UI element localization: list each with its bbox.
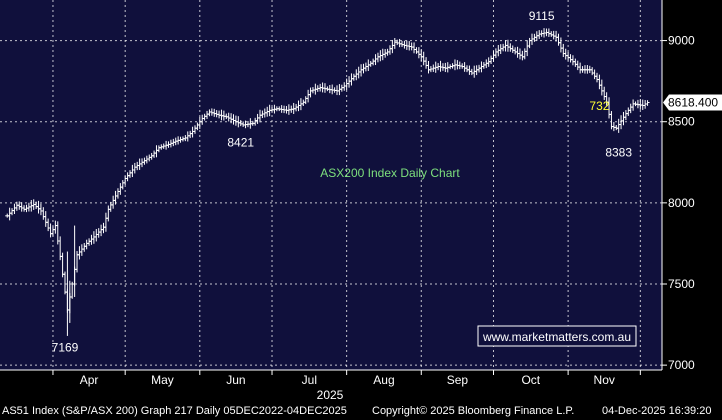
footer-copyright: Copyright© 2025 Bloomberg Finance L.P.: [372, 405, 575, 417]
watermark-url: www.marketmatters.com.au: [482, 330, 631, 344]
annotation-label: 732: [589, 99, 609, 113]
annotation-label: 8421: [227, 136, 254, 150]
footer-source: AS51 Index (S&P/ASX 200) Graph 217 Daily…: [2, 405, 347, 417]
y-axis: 7000 7500 8000 8500 9000: [662, 34, 695, 372]
y-tick-label: 7000: [668, 358, 695, 372]
y-tick-label: 8000: [668, 196, 695, 210]
year-label: 2025: [317, 388, 344, 402]
x-tick-label: Aug: [373, 373, 394, 387]
annotation-label: 7169: [52, 341, 79, 355]
chart-title: ASX200 Index Daily Chart: [320, 166, 460, 180]
x-tick-label: Oct: [521, 373, 540, 387]
plot-area: [0, 0, 662, 370]
x-tick-label: Nov: [594, 373, 615, 387]
x-tick-label: Sep: [447, 373, 469, 387]
x-tick-label: Jul: [302, 373, 317, 387]
x-tick-label: Jun: [226, 373, 245, 387]
y-tick-label: 7500: [668, 277, 695, 291]
watermark-box: [477, 325, 637, 347]
annotations: 7169 8421 9115 732 8383: [52, 9, 633, 355]
last-value-label: 8618.400: [668, 95, 718, 109]
x-axis: Apr May Jun Jul Aug Sep Oct Nov: [52, 370, 641, 387]
x-tick-label: May: [151, 373, 174, 387]
footer-bar: AS51 Index (S&P/ASX 200) Graph 217 Daily…: [0, 403, 722, 420]
last-value-marker: 8618.400: [663, 94, 722, 111]
ohlc-series: [5, 28, 650, 336]
last-value-tag: [663, 94, 722, 111]
y-tick-label: 8500: [668, 115, 695, 129]
y-tick-label: 9000: [668, 34, 695, 48]
annotation-label: 8383: [605, 146, 632, 160]
annotation-label: 9115: [529, 9, 555, 23]
x-tick-label: Apr: [80, 373, 99, 387]
footer-timestamp: 04-Dec-2025 16:39:20: [602, 405, 712, 417]
